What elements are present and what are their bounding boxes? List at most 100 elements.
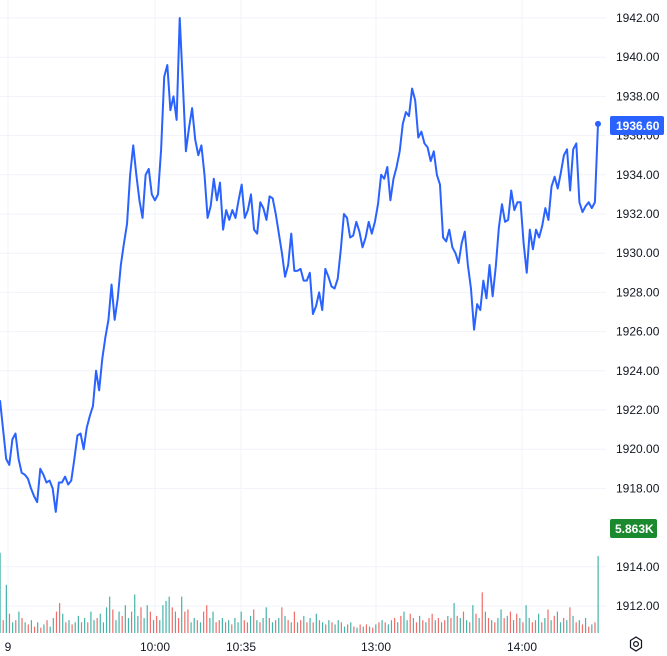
volume-bar — [127, 618, 130, 633]
volume-bar — [300, 620, 302, 633]
volume-bar — [40, 627, 42, 633]
y-tick-label: 1918.00 — [616, 481, 660, 495]
time-axis[interactable]: 9 10:00 10:35 13:00 14:00 — [5, 640, 538, 654]
volume-bar — [27, 624, 29, 633]
volume-bar — [559, 622, 562, 633]
volume-bar — [494, 622, 496, 633]
volume-bar — [325, 624, 327, 633]
volume-bar — [425, 622, 427, 633]
last-price-point — [595, 120, 601, 127]
volume-bar — [356, 627, 358, 633]
volume-bar — [243, 620, 245, 633]
settings-gear-button[interactable] — [624, 633, 648, 655]
volume-bar — [566, 620, 568, 633]
x-tick-label: 14:00 — [507, 640, 537, 654]
volume-bar — [296, 622, 299, 633]
volume-bar — [422, 620, 424, 633]
volume-bar — [199, 622, 202, 633]
volume-bar — [475, 613, 477, 633]
volume-bar — [156, 615, 158, 633]
volume-bar — [343, 626, 346, 633]
volume-bar — [497, 618, 499, 633]
volume-bar — [287, 620, 289, 633]
volume-bar — [434, 620, 436, 633]
volume-bar — [491, 620, 493, 633]
volume-bar — [437, 618, 440, 633]
volume-bar — [453, 603, 455, 633]
volume-badge-label: 5.863K — [615, 522, 654, 536]
volume-bar — [140, 607, 142, 633]
volume-bar — [368, 626, 371, 633]
volume-bars — [0, 552, 599, 633]
volume-bar — [556, 611, 558, 633]
volume-bar — [80, 622, 83, 633]
volume-bar — [444, 620, 446, 633]
volume-bar — [137, 615, 139, 633]
volume-bar — [528, 618, 530, 633]
volume-bar — [184, 611, 186, 633]
x-tick-label: 13:00 — [361, 640, 391, 654]
volume-bar — [450, 618, 452, 633]
volume-bar — [109, 596, 111, 633]
volume-bar — [347, 624, 349, 633]
volume-bar — [259, 622, 261, 633]
price-axis[interactable]: 1942.001940.001938.001936.001934.001932.… — [616, 11, 660, 613]
volume-bar — [547, 609, 549, 633]
volume-bar — [253, 609, 255, 633]
volume-bar — [196, 620, 198, 633]
volume-bar — [500, 609, 502, 633]
volume-bar — [293, 611, 296, 633]
volume-bar — [12, 622, 14, 633]
volume-bar — [165, 600, 167, 633]
price-series — [0, 17, 601, 513]
volume-bar — [237, 622, 239, 633]
volume-bar — [71, 624, 73, 633]
volume-bar — [240, 611, 242, 633]
volume-bar — [15, 620, 17, 633]
volume-bar — [93, 620, 95, 633]
volume-bar — [159, 620, 161, 633]
axis-badges: 1936.60 5.863K — [610, 116, 664, 538]
volume-bar — [469, 622, 471, 633]
volume-bar — [419, 615, 421, 633]
volume-bar — [218, 620, 220, 633]
volume-bar — [115, 620, 117, 633]
gear-icon — [629, 636, 643, 652]
x-tick-label: 10:00 — [140, 640, 170, 654]
volume-bar — [381, 620, 383, 633]
volume-bar — [328, 620, 330, 633]
volume-bar — [466, 620, 468, 633]
volume-bar — [584, 618, 587, 633]
volume-bar — [99, 613, 101, 633]
volume-bar — [275, 620, 277, 633]
volume-bar — [234, 618, 236, 633]
y-tick-label: 1924.00 — [616, 364, 660, 378]
volume-bar — [462, 611, 465, 633]
volume-bar — [503, 618, 505, 633]
volume-bar — [215, 622, 217, 633]
volume-bar — [187, 609, 189, 633]
volume-bar — [21, 618, 23, 633]
volume-bar — [268, 618, 270, 633]
volume-bar — [428, 618, 430, 633]
volume-bar — [262, 618, 264, 633]
volume-bar — [206, 605, 208, 633]
volume-bar — [387, 624, 389, 633]
volume-bar — [55, 611, 58, 633]
volume-bar — [181, 596, 183, 633]
volume-badge — [610, 519, 657, 538]
volume-bar — [588, 626, 590, 633]
y-tick-label: 1938.00 — [616, 89, 660, 103]
volume-bar — [519, 618, 521, 633]
volume-bar — [372, 627, 374, 633]
volume-bar — [149, 611, 151, 633]
volume-bar — [43, 624, 45, 633]
volume-bar — [447, 615, 449, 633]
volume-bar — [541, 622, 543, 633]
volume-bar — [281, 607, 283, 633]
volume-bar — [440, 622, 443, 633]
volume-bar — [203, 611, 205, 633]
y-tick-label: 1928.00 — [616, 285, 660, 299]
volume-bar — [538, 613, 540, 633]
